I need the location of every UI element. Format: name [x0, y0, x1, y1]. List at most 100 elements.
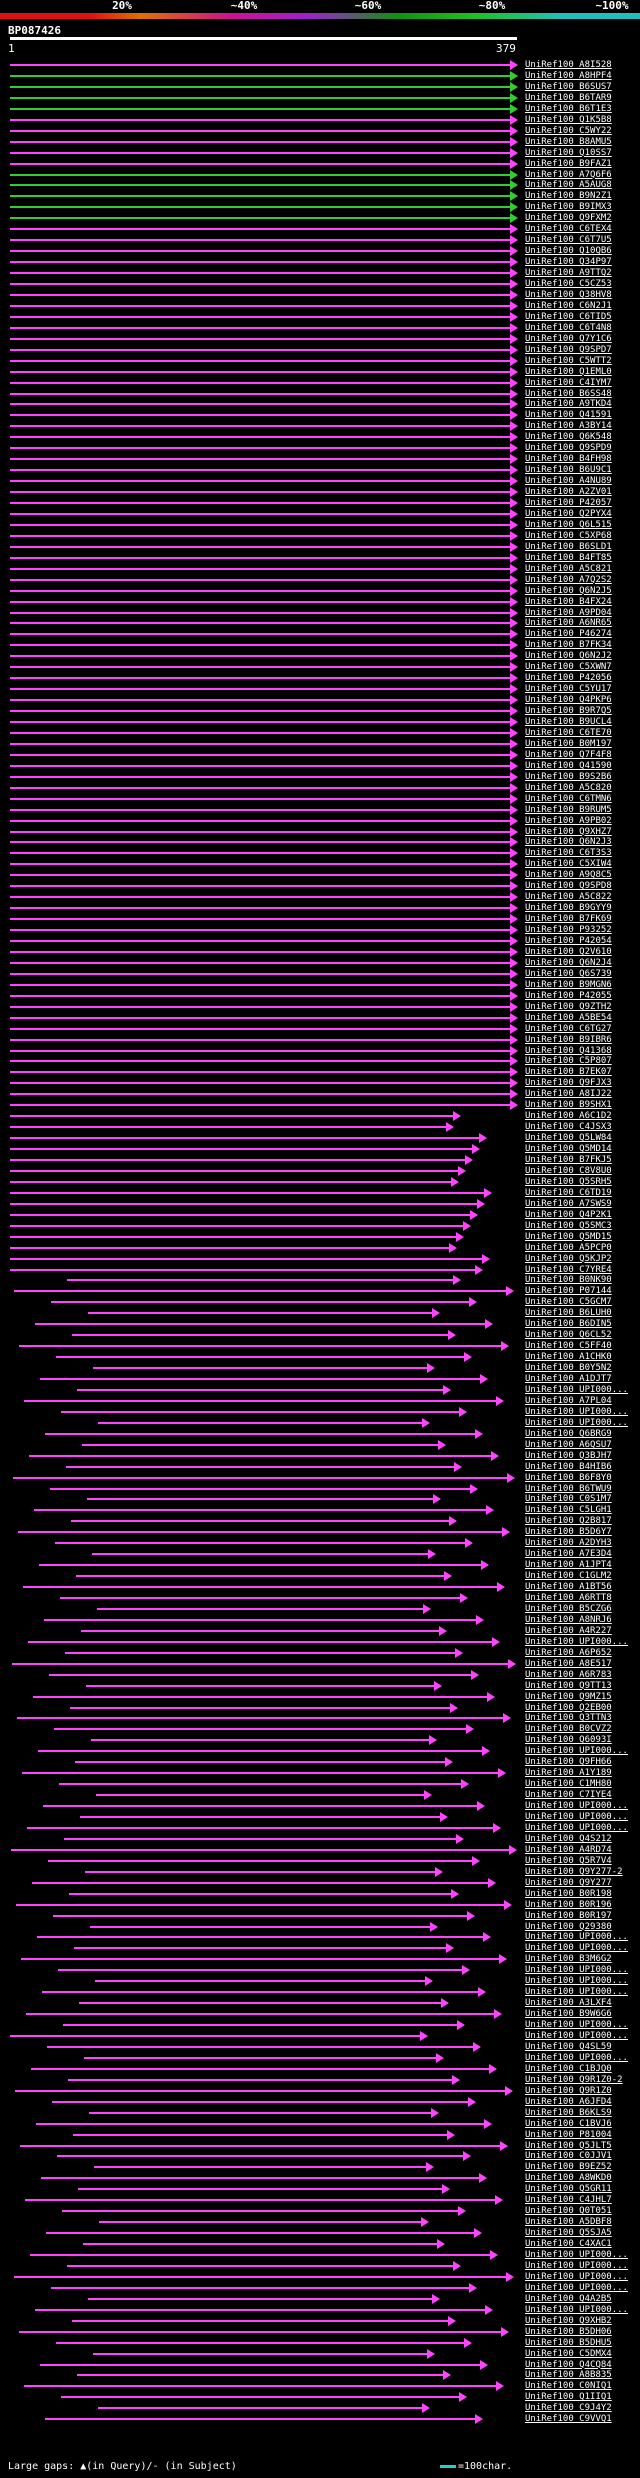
hit-link[interactable]: UniRef100_Q2B817 [525, 1516, 612, 1527]
hit-link[interactable]: UniRef100_UPI000... [525, 1943, 628, 1954]
hit-link[interactable]: UniRef100_P07144 [525, 1286, 612, 1297]
hit-link[interactable]: UniRef100_B0M197 [525, 738, 612, 749]
hit-link[interactable]: UniRef100_B9EZ52 [525, 2162, 612, 2173]
hit-link[interactable]: UniRef100_B9UCL4 [525, 717, 612, 727]
hit-link[interactable]: UniRef100_Q6N2J2 [525, 651, 612, 662]
hit-link[interactable]: UniRef100_Q6S739 [525, 968, 612, 979]
hit-link[interactable]: UniRef100_Q6N2J3 [525, 837, 612, 848]
hit-link[interactable]: UniRef100_C5DMX4 [525, 2348, 612, 2359]
hit-link[interactable]: UniRef100_B9N2Z1 [525, 191, 612, 202]
hit-link[interactable]: UniRef100_A7Q2S2 [525, 574, 612, 585]
hit-link[interactable]: UniRef100_Q34P97 [525, 257, 612, 268]
hit-link[interactable]: UniRef100_Q41591 [525, 410, 612, 421]
hit-link[interactable]: UniRef100_Q1IIQ1 [525, 2392, 612, 2403]
hit-link[interactable]: UniRef100_P42056 [525, 673, 612, 684]
hit-link[interactable]: UniRef100_A2ZV01 [525, 487, 612, 498]
hit-link[interactable]: UniRef100_Q4PKP6 [525, 695, 612, 706]
hit-link[interactable]: UniRef100_C5P807 [525, 1056, 612, 1067]
hit-link[interactable]: UniRef100_Q6N2J4 [525, 957, 612, 968]
hit-link[interactable]: UniRef100_A8WKD0 [525, 2173, 612, 2184]
hit-link[interactable]: UniRef100_A6NR65 [525, 618, 612, 629]
hit-link[interactable]: UniRef100_B6KLS9 [525, 2107, 612, 2118]
hit-link[interactable]: UniRef100_Q1EML0 [525, 366, 612, 377]
hit-link[interactable]: UniRef100_Q4CQ84 [525, 2359, 612, 2370]
hit-link[interactable]: UniRef100_P42054 [525, 936, 612, 946]
hit-link[interactable]: UniRef100_C5XWN7 [525, 662, 612, 673]
hit-link[interactable]: UniRef100_B4FH98 [525, 454, 612, 465]
hit-link[interactable]: UniRef100_A8I528 [525, 60, 612, 70]
hit-link[interactable]: UniRef100_C4IYM7 [525, 377, 612, 388]
hit-link[interactable]: UniRef100_B9MGN6 [525, 979, 612, 990]
hit-link[interactable]: UniRef100_C5LGH1 [525, 1505, 612, 1516]
hit-link[interactable]: UniRef100_Q3TTN3 [525, 1713, 612, 1724]
hit-link[interactable]: UniRef100_UPI000... [525, 2260, 628, 2271]
hit-link[interactable]: UniRef100_A8IJ22 [525, 1089, 612, 1100]
hit-link[interactable]: UniRef100_UPI000... [525, 2304, 628, 2315]
hit-link[interactable]: UniRef100_Q29380 [525, 1921, 612, 1932]
hit-link[interactable]: UniRef100_UPI000... [525, 1987, 628, 1998]
hit-link[interactable]: UniRef100_C6T3S3 [525, 848, 612, 859]
hit-link[interactable]: UniRef100_Q9FJX3 [525, 1078, 612, 1089]
hit-link[interactable]: UniRef100_Q41368 [525, 1045, 612, 1056]
hit-link[interactable]: UniRef100_C4XAC1 [525, 2239, 612, 2250]
hit-link[interactable]: UniRef100_Q5R7V4 [525, 1855, 612, 1866]
hit-link[interactable]: UniRef100_UPI000... [525, 1976, 628, 1987]
hit-link[interactable]: UniRef100_Q9R1Z0 [525, 2085, 612, 2096]
hit-link[interactable]: UniRef100_B9IBR6 [525, 1034, 612, 1045]
hit-link[interactable]: UniRef100_UPI000... [525, 1384, 628, 1395]
hit-link[interactable]: UniRef100_B9FAZ1 [525, 158, 612, 169]
hit-link[interactable]: UniRef100_A5AUG8 [525, 180, 612, 191]
hit-link[interactable]: UniRef100_Q5SJA5 [525, 2228, 612, 2239]
hit-link[interactable]: UniRef100_UPI000... [525, 1965, 628, 1976]
hit-link[interactable]: UniRef100_C6TE70 [525, 727, 612, 738]
hit-link[interactable]: UniRef100_A7SWS9 [525, 1198, 612, 1209]
hit-link[interactable]: UniRef100_A7PL04 [525, 1395, 612, 1406]
hit-link[interactable]: UniRef100_B5D6Y7 [525, 1527, 612, 1538]
hit-link[interactable]: UniRef100_C5FF40 [525, 1341, 612, 1352]
hit-link[interactable]: UniRef100_B6TWU9 [525, 1483, 612, 1494]
hit-link[interactable]: UniRef100_Q6BRG9 [525, 1428, 612, 1439]
hit-link[interactable]: UniRef100_B6F8Y0 [525, 1472, 612, 1483]
hit-link[interactable]: UniRef100_UPI000... [525, 2250, 628, 2260]
hit-link[interactable]: UniRef100_C4JHL7 [525, 2195, 612, 2206]
hit-link[interactable]: UniRef100_A9PD04 [525, 607, 612, 618]
hit-link[interactable]: UniRef100_C5WTT2 [525, 355, 612, 366]
hit-link[interactable]: UniRef100_A1CHK0 [525, 1352, 612, 1363]
hit-link[interactable]: UniRef100_B6SLD1 [525, 541, 612, 552]
hit-link[interactable]: UniRef100_UPI000... [525, 1801, 628, 1812]
hit-link[interactable]: UniRef100_P46274 [525, 629, 612, 640]
hit-link[interactable]: UniRef100_Q6K548 [525, 432, 612, 443]
hit-link[interactable]: UniRef100_B6SS48 [525, 388, 612, 399]
hit-link[interactable]: UniRef100_Q9Y277-2 [525, 1866, 623, 1877]
hit-link[interactable]: UniRef100_B0NK90 [525, 1275, 612, 1286]
hit-link[interactable]: UniRef100_Q9SPD8 [525, 881, 612, 892]
hit-link[interactable]: UniRef100_A1JPT4 [525, 1560, 612, 1571]
hit-link[interactable]: UniRef100_B9GYY9 [525, 903, 612, 914]
hit-link[interactable]: UniRef100_B7FK69 [525, 914, 612, 925]
hit-link[interactable]: UniRef100_Q5SMC3 [525, 1220, 612, 1231]
hit-link[interactable]: UniRef100_B5DH06 [525, 2326, 612, 2337]
hit-link[interactable]: UniRef100_A2DYH3 [525, 1538, 612, 1549]
hit-link[interactable]: UniRef100_B0Y5N2 [525, 1363, 612, 1374]
hit-link[interactable]: UniRef100_Q5MD15 [525, 1231, 612, 1242]
hit-link[interactable]: UniRef100_B9R7Q5 [525, 706, 612, 717]
hit-link[interactable]: UniRef100_C5YU17 [525, 684, 612, 695]
hit-link[interactable]: UniRef100_Q3BJH7 [525, 1450, 612, 1461]
hit-link[interactable]: UniRef100_Q7Y1C6 [525, 333, 612, 344]
hit-link[interactable]: UniRef100_B0R196 [525, 1899, 612, 1910]
hit-link[interactable]: UniRef100_C7YRE4 [525, 1264, 612, 1275]
hit-link[interactable]: UniRef100_Q9FH66 [525, 1757, 612, 1768]
hit-link[interactable]: UniRef100_A9PB02 [525, 815, 612, 826]
hit-link[interactable]: UniRef100_B6T1E3 [525, 103, 612, 114]
hit-link[interactable]: UniRef100_Q41590 [525, 760, 612, 771]
hit-link[interactable]: UniRef100_A4RD74 [525, 1844, 612, 1855]
hit-link[interactable]: UniRef100_Q10SS7 [525, 147, 612, 158]
hit-link[interactable]: UniRef100_C5XIW4 [525, 859, 612, 870]
hit-link[interactable]: UniRef100_B9RUM5 [525, 804, 612, 815]
hit-link[interactable]: UniRef100_C6T7U5 [525, 235, 612, 246]
hit-link[interactable]: UniRef100_C5GCM7 [525, 1297, 612, 1308]
hit-link[interactable]: UniRef100_UPI000... [525, 1636, 628, 1647]
hit-link[interactable]: UniRef100_Q2PYX4 [525, 508, 612, 519]
hit-link[interactable]: UniRef100_Q9MZ15 [525, 1691, 612, 1702]
hit-link[interactable]: UniRef100_A1Y189 [525, 1768, 612, 1779]
